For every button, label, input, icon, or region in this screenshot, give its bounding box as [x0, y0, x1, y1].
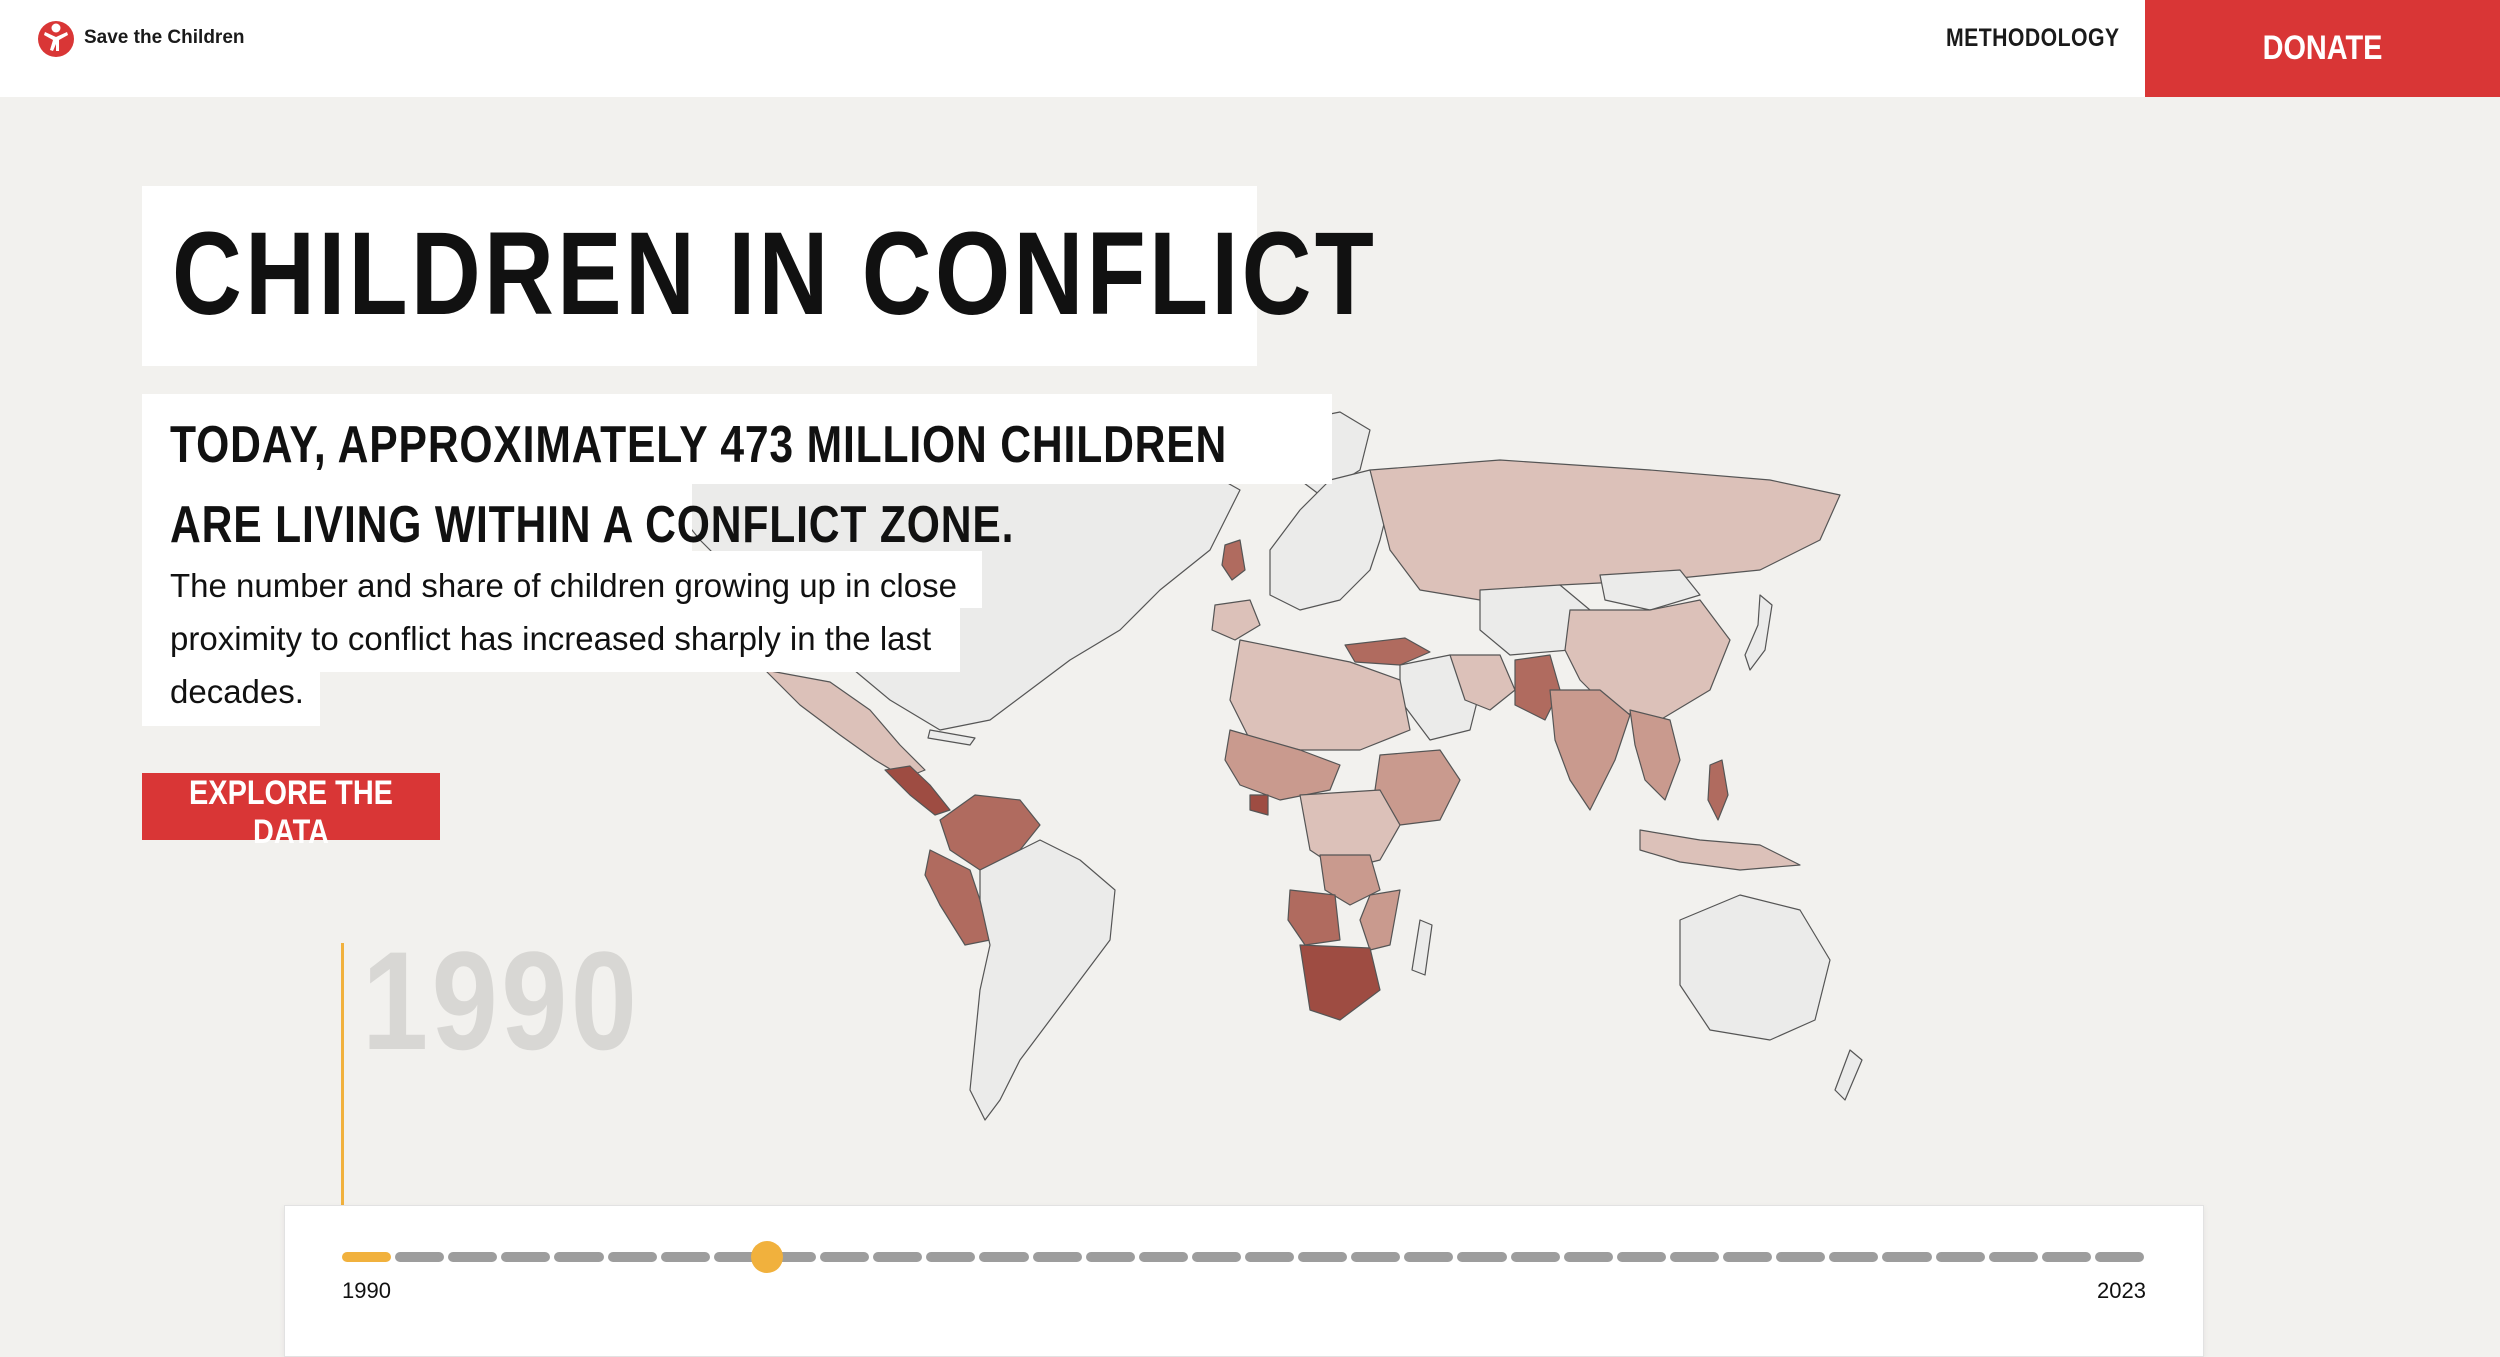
timeline-segment[interactable] — [448, 1252, 498, 1262]
central-america — [884, 765, 951, 816]
iberia — [1211, 599, 1261, 641]
new-zealand — [1834, 1049, 1863, 1101]
donate-label: DONATE — [2262, 29, 2383, 67]
timeline-segment[interactable] — [1669, 1252, 1720, 1262]
timeline-segment[interactable] — [342, 1252, 392, 1262]
year-indicator-line — [341, 943, 344, 1208]
intro-paragraph: The number and share of children growing… — [170, 567, 957, 710]
timeline-segment[interactable] — [873, 1252, 923, 1262]
page-title: CHILDREN IN CONFLICT — [172, 208, 1378, 340]
india — [1549, 689, 1631, 811]
timeline-segment[interactable] — [501, 1252, 551, 1262]
title-background — [142, 186, 1257, 366]
timeline-segment[interactable] — [1138, 1252, 1188, 1262]
timeline-segment[interactable] — [1457, 1252, 1507, 1262]
top-navigation-bar: Save the Children METHODOLOGY DONATE — [0, 0, 2500, 97]
logo-text: Save the Children — [84, 27, 245, 48]
mongolia — [1599, 569, 1701, 611]
timeline-start-label: 1990 — [342, 1278, 391, 1303]
timeline-segment[interactable] — [1829, 1252, 1879, 1262]
timeline-segment[interactable] — [713, 1252, 763, 1262]
timeline-segment[interactable] — [926, 1252, 976, 1262]
southeast-asia — [1629, 709, 1681, 801]
congo — [1319, 854, 1381, 906]
explore-label: EXPLORE THE DATA — [189, 774, 393, 851]
timeline-segment[interactable] — [1298, 1252, 1348, 1262]
child-figure-icon — [38, 21, 74, 57]
timeline-segment[interactable] — [979, 1252, 1029, 1262]
timeline-segment[interactable] — [1776, 1252, 1826, 1262]
timeline-segment[interactable] — [660, 1252, 710, 1262]
colombia-venezuela — [939, 794, 1041, 871]
timeline-segment[interactable] — [554, 1252, 604, 1262]
timeline-segment[interactable] — [2094, 1252, 2144, 1262]
timeline-end-label: 2023 — [2097, 1278, 2146, 1303]
timeline-segment[interactable] — [1935, 1252, 1985, 1262]
donate-button[interactable]: DONATE — [2145, 0, 2500, 97]
timeline-segment[interactable] — [766, 1252, 817, 1262]
current-year-display: 1990 — [362, 922, 641, 1079]
timeline-segment[interactable] — [1723, 1252, 1773, 1262]
europe — [1269, 469, 1391, 611]
timeline-segment[interactable] — [1510, 1252, 1560, 1262]
timeline-track[interactable] — [342, 1241, 2144, 1273]
save-the-children-logo[interactable]: Save the Children — [36, 18, 245, 58]
year-timeline-slider: 1990 2023 — [284, 1205, 2204, 1357]
timeline-segment[interactable] — [1085, 1252, 1135, 1262]
indonesia — [1639, 829, 1801, 871]
timeline-segment[interactable] — [1351, 1252, 1401, 1262]
timeline-thumb[interactable] — [750, 1241, 783, 1273]
timeline-segment[interactable] — [2041, 1252, 2091, 1262]
angola — [1287, 889, 1341, 946]
timeline-segment[interactable] — [1882, 1252, 1932, 1262]
north-africa — [1229, 639, 1411, 751]
china — [1564, 599, 1731, 721]
nav-methodology-link[interactable]: METHODOLOGY — [1946, 24, 2120, 52]
subheadline-background — [142, 394, 1332, 484]
timeline-segment[interactable] — [1616, 1252, 1666, 1262]
timeline-segment[interactable] — [1245, 1252, 1295, 1262]
timeline-segment[interactable] — [820, 1252, 870, 1262]
body-background — [142, 608, 960, 672]
philippines — [1707, 759, 1729, 821]
turkey — [1344, 637, 1431, 666]
body-background — [142, 551, 982, 608]
mozambique — [1359, 889, 1401, 951]
timeline-segment[interactable] — [1988, 1252, 2038, 1262]
subheadline: TODAY, APPROXIMATELY 473 MILLION CHILDRE… — [170, 416, 1228, 554]
timeline-segment[interactable] — [1563, 1252, 1613, 1262]
liberia — [1249, 794, 1269, 816]
japan — [1744, 594, 1773, 671]
timeline-segment[interactable] — [1032, 1252, 1082, 1262]
timeline-segment[interactable] — [607, 1252, 657, 1262]
body-background — [142, 672, 320, 726]
russia — [1369, 459, 1841, 601]
subheadline-background — [142, 484, 692, 562]
peru — [924, 849, 991, 946]
central-africa — [1299, 789, 1401, 871]
timeline-segment[interactable] — [395, 1252, 445, 1262]
timeline-segment[interactable] — [1404, 1252, 1454, 1262]
south-america — [969, 839, 1116, 1121]
timeline-segment[interactable] — [1191, 1252, 1241, 1262]
united-kingdom — [1221, 539, 1246, 581]
southern-africa — [1299, 944, 1381, 1021]
explore-the-data-button[interactable]: EXPLORE THE DATA — [142, 773, 440, 851]
iran — [1449, 654, 1516, 711]
australia — [1679, 894, 1831, 1041]
cuba — [927, 729, 976, 746]
madagascar — [1411, 919, 1433, 976]
